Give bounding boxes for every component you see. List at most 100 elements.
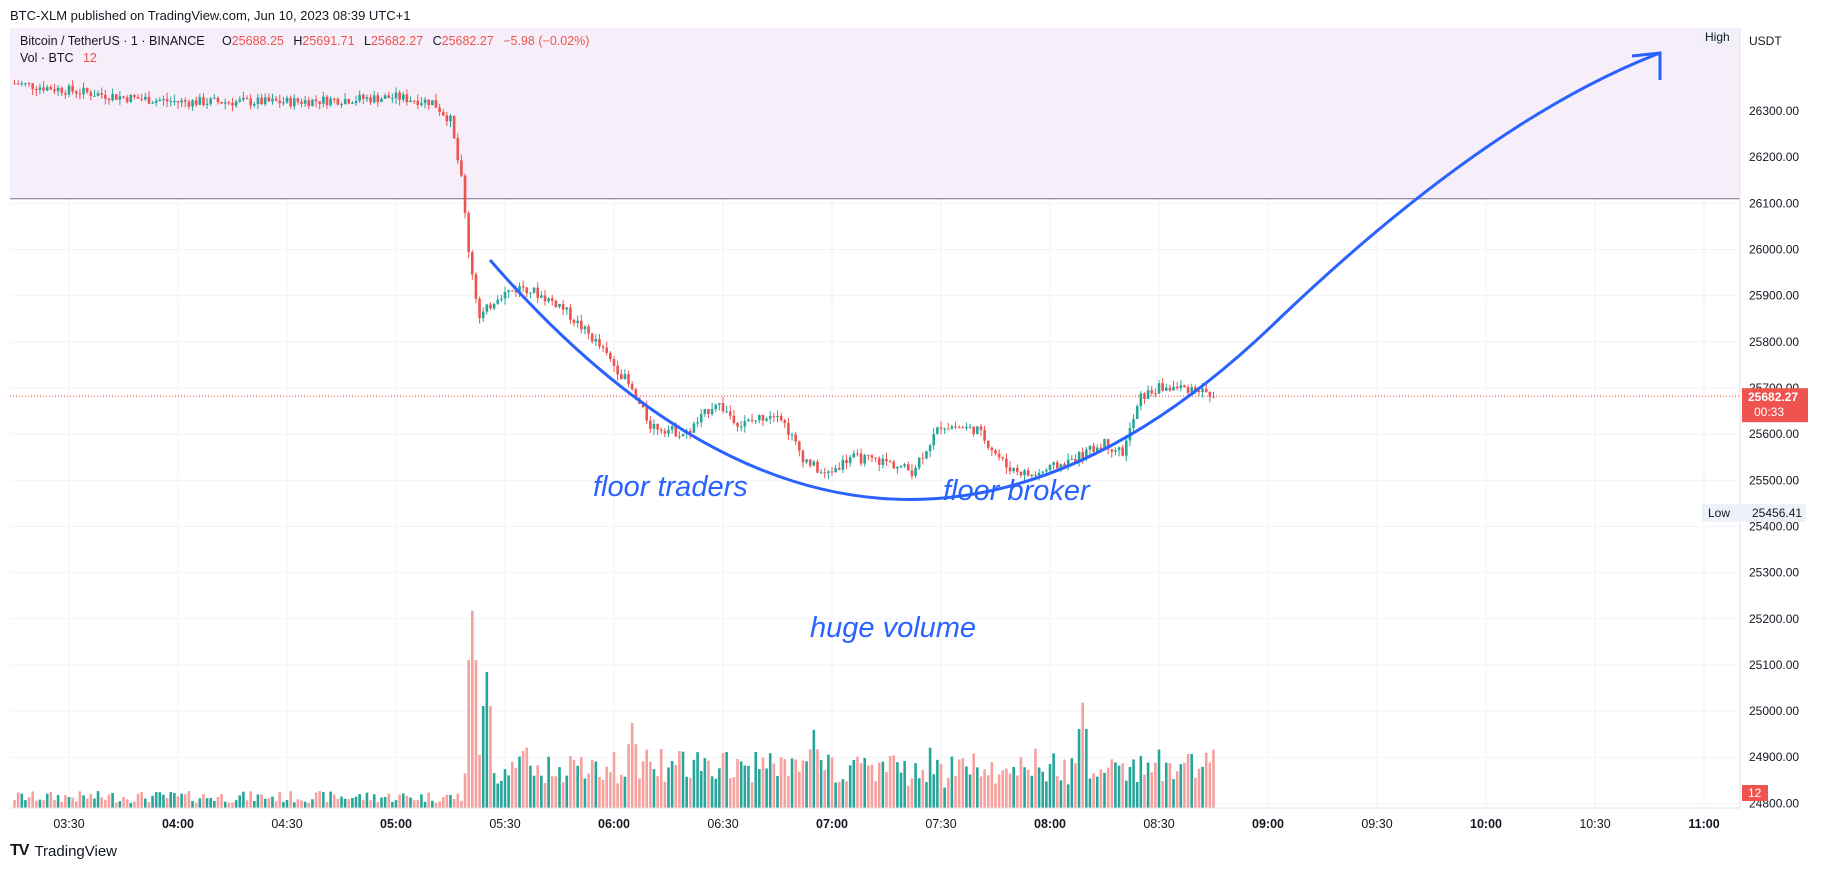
candle-body-155 <box>576 320 579 324</box>
candle-body-29 <box>118 96 122 100</box>
candle-body-209 <box>772 416 776 418</box>
candle-body-74 <box>282 102 285 104</box>
price-chart[interactable]: floor traders floor broker huge volume B… <box>0 28 1823 840</box>
candle-body-137 <box>510 290 514 292</box>
candle-body-157 <box>583 326 587 330</box>
volume-bar-60 <box>231 802 234 808</box>
volume-bar-140 <box>521 750 525 808</box>
candle-body-98 <box>369 97 372 103</box>
candle-body-75 <box>285 97 289 103</box>
volume-bar-175 <box>649 761 652 808</box>
candle-body-174 <box>645 407 648 421</box>
volume-bar-248 <box>914 763 917 808</box>
candle-body-215 <box>794 434 797 442</box>
volume-bar-205 <box>758 769 761 808</box>
volume-bar-323 <box>1186 754 1190 808</box>
volume-bar-13 <box>60 801 64 808</box>
candle-body-285 <box>1048 464 1052 470</box>
volume-bar-276 <box>1016 775 1019 808</box>
volume-bar-159 <box>590 759 594 808</box>
volume-bar-30 <box>122 797 125 808</box>
candle-body-38 <box>151 102 154 104</box>
volume-bar-7 <box>38 799 42 808</box>
volume-bar-111 <box>416 799 420 808</box>
volume-bar-203 <box>750 782 754 808</box>
candle-body-126 <box>471 252 474 275</box>
candle-body-26 <box>107 98 111 101</box>
volume-bar-107 <box>401 793 405 808</box>
volume-bar-68 <box>260 794 263 808</box>
volume-bar-314 <box>1154 762 1157 808</box>
candle-body-135 <box>503 292 507 299</box>
volume-bar-48 <box>187 791 191 808</box>
candle-body-287 <box>1055 462 1059 469</box>
candle-body-301 <box>1106 439 1110 450</box>
volume-bar-208 <box>768 753 772 808</box>
candle-body-102 <box>383 95 387 99</box>
high-label: High <box>1705 30 1730 44</box>
volume-bar-41 <box>162 794 165 808</box>
candle-body-115 <box>431 100 434 106</box>
volume-bar-254 <box>936 759 939 808</box>
candle-body-122 <box>456 138 460 161</box>
candle-body-166 <box>616 365 619 375</box>
candle-body-34 <box>136 96 140 99</box>
candle-body-233 <box>859 453 863 464</box>
candle-body-151 <box>561 303 565 310</box>
candle-body-267 <box>983 429 986 441</box>
candle-body-7 <box>38 87 42 91</box>
candle-body-314 <box>1154 393 1157 395</box>
candle-body-265 <box>976 426 979 435</box>
candle-body-238 <box>877 458 881 465</box>
volume-bar-275 <box>1012 766 1015 808</box>
volume-bar-303 <box>1114 762 1117 808</box>
candle-body-286 <box>1052 462 1055 465</box>
volume-bar-219 <box>808 749 812 808</box>
volume-bar-105 <box>394 800 398 808</box>
candle-body-89 <box>336 98 340 105</box>
volume-bar-120 <box>449 794 452 808</box>
candle-body-269 <box>990 447 994 451</box>
candle-body-271 <box>997 453 1001 458</box>
volume-bar-106 <box>398 794 401 808</box>
volume-bar-22 <box>93 798 96 808</box>
candle-body-270 <box>994 450 997 454</box>
candle-body-1 <box>16 83 20 85</box>
candle-body-296 <box>1088 445 1092 450</box>
candle-body-247 <box>910 470 914 476</box>
candle-body-63 <box>242 97 245 100</box>
candle-body-46 <box>180 100 183 103</box>
candle-body-107 <box>401 94 405 100</box>
candle-body-141 <box>525 287 529 294</box>
candle-body-227 <box>837 468 841 470</box>
legend-volume: Vol · BTC 12 <box>20 51 97 65</box>
y-tick-4: 25900.00 <box>1749 289 1799 303</box>
candle-body-153 <box>569 307 572 320</box>
volume-bar-244 <box>899 772 903 808</box>
candle-body-2 <box>20 83 24 85</box>
candle-body-288 <box>1059 464 1063 469</box>
candle-body-47 <box>183 100 187 102</box>
footer-brand[interactable]: TV TradingView <box>10 842 117 860</box>
candle-body-226 <box>834 468 837 473</box>
volume-bar-235 <box>867 765 870 808</box>
candle-body-188 <box>696 422 699 424</box>
chart-area[interactable]: floor traders floor broker huge volume B… <box>0 28 1823 845</box>
volume-bar-161 <box>598 776 601 808</box>
volume-bar-24 <box>100 797 103 808</box>
candle-body-93 <box>351 103 354 105</box>
volume-bar-46 <box>180 793 183 808</box>
candle-body-114 <box>427 99 430 106</box>
low-label: Low <box>1708 506 1730 520</box>
candle-body-100 <box>376 95 380 103</box>
candle-body-165 <box>612 359 616 366</box>
volume-bar-40 <box>158 792 162 808</box>
volume-bar-9 <box>45 793 49 808</box>
volume-bar-134 <box>500 780 503 808</box>
volume-bar-90 <box>340 796 343 808</box>
volume-bar-27 <box>111 793 114 808</box>
candle-body-236 <box>870 455 874 458</box>
volume-bar-185 <box>685 776 688 808</box>
candle-body-58 <box>223 102 227 104</box>
volume-bar-144 <box>536 765 539 808</box>
